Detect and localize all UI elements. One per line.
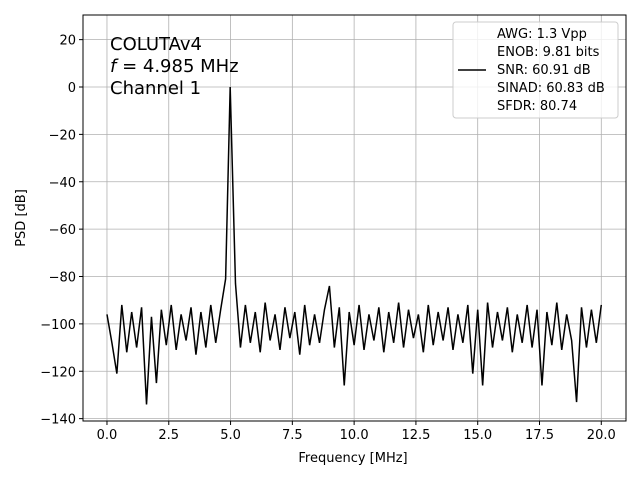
legend-line: AWG: 1.3 Vpp — [497, 27, 587, 42]
x-tick-label: 7.5 — [282, 428, 303, 443]
legend-line: ENOB: 9.81 bits — [497, 45, 600, 60]
x-tick-label: 12.5 — [401, 428, 430, 443]
annotation: f = 4.985 MHz — [110, 56, 239, 77]
annotation: Channel 1 — [110, 78, 201, 99]
legend-box — [452, 21, 619, 119]
y-tick-label: −20 — [49, 128, 76, 143]
plot-frame — [82, 14, 627, 422]
x-tick-label: 17.5 — [525, 428, 554, 443]
legend-line: SNR: 60.91 dB — [497, 63, 591, 78]
y-tick-label: −120 — [40, 365, 76, 380]
y-tick-label: −140 — [40, 413, 76, 428]
annotation-italic: f — [110, 56, 119, 77]
x-tick-label: 5.0 — [220, 428, 241, 443]
x-tick-label: 15.0 — [463, 428, 492, 443]
y-tick-label: −60 — [49, 223, 76, 238]
y-tick-label: −40 — [49, 176, 76, 191]
y-tick-label: 0 — [68, 81, 76, 96]
annotation-rest: = 4.985 MHz — [116, 56, 238, 77]
legend-line: SFDR: 80.74 — [497, 99, 577, 114]
series-line — [106, 86, 603, 405]
legend-label: AWG: 1.3 Vpp ENOB: 9.81 bits SNR: 60.91 dB… — [497, 27, 605, 114]
x-tick-label: 0.0 — [97, 428, 118, 443]
y-tick-label: −100 — [40, 318, 76, 333]
x-axis-label: Frequency [MHz] — [298, 451, 407, 466]
x-tick-label: 2.5 — [158, 428, 179, 443]
y-tick-label: 20 — [59, 34, 76, 49]
x-tick-label: 10.0 — [340, 428, 369, 443]
x-tick-label: 20.0 — [587, 428, 616, 443]
annotation: COLUTAv4 — [110, 34, 202, 55]
y-axis-label: PSD [dB] — [14, 189, 29, 247]
y-tick-label: −80 — [49, 271, 76, 286]
legend-line: SINAD: 60.83 dB — [497, 81, 605, 96]
